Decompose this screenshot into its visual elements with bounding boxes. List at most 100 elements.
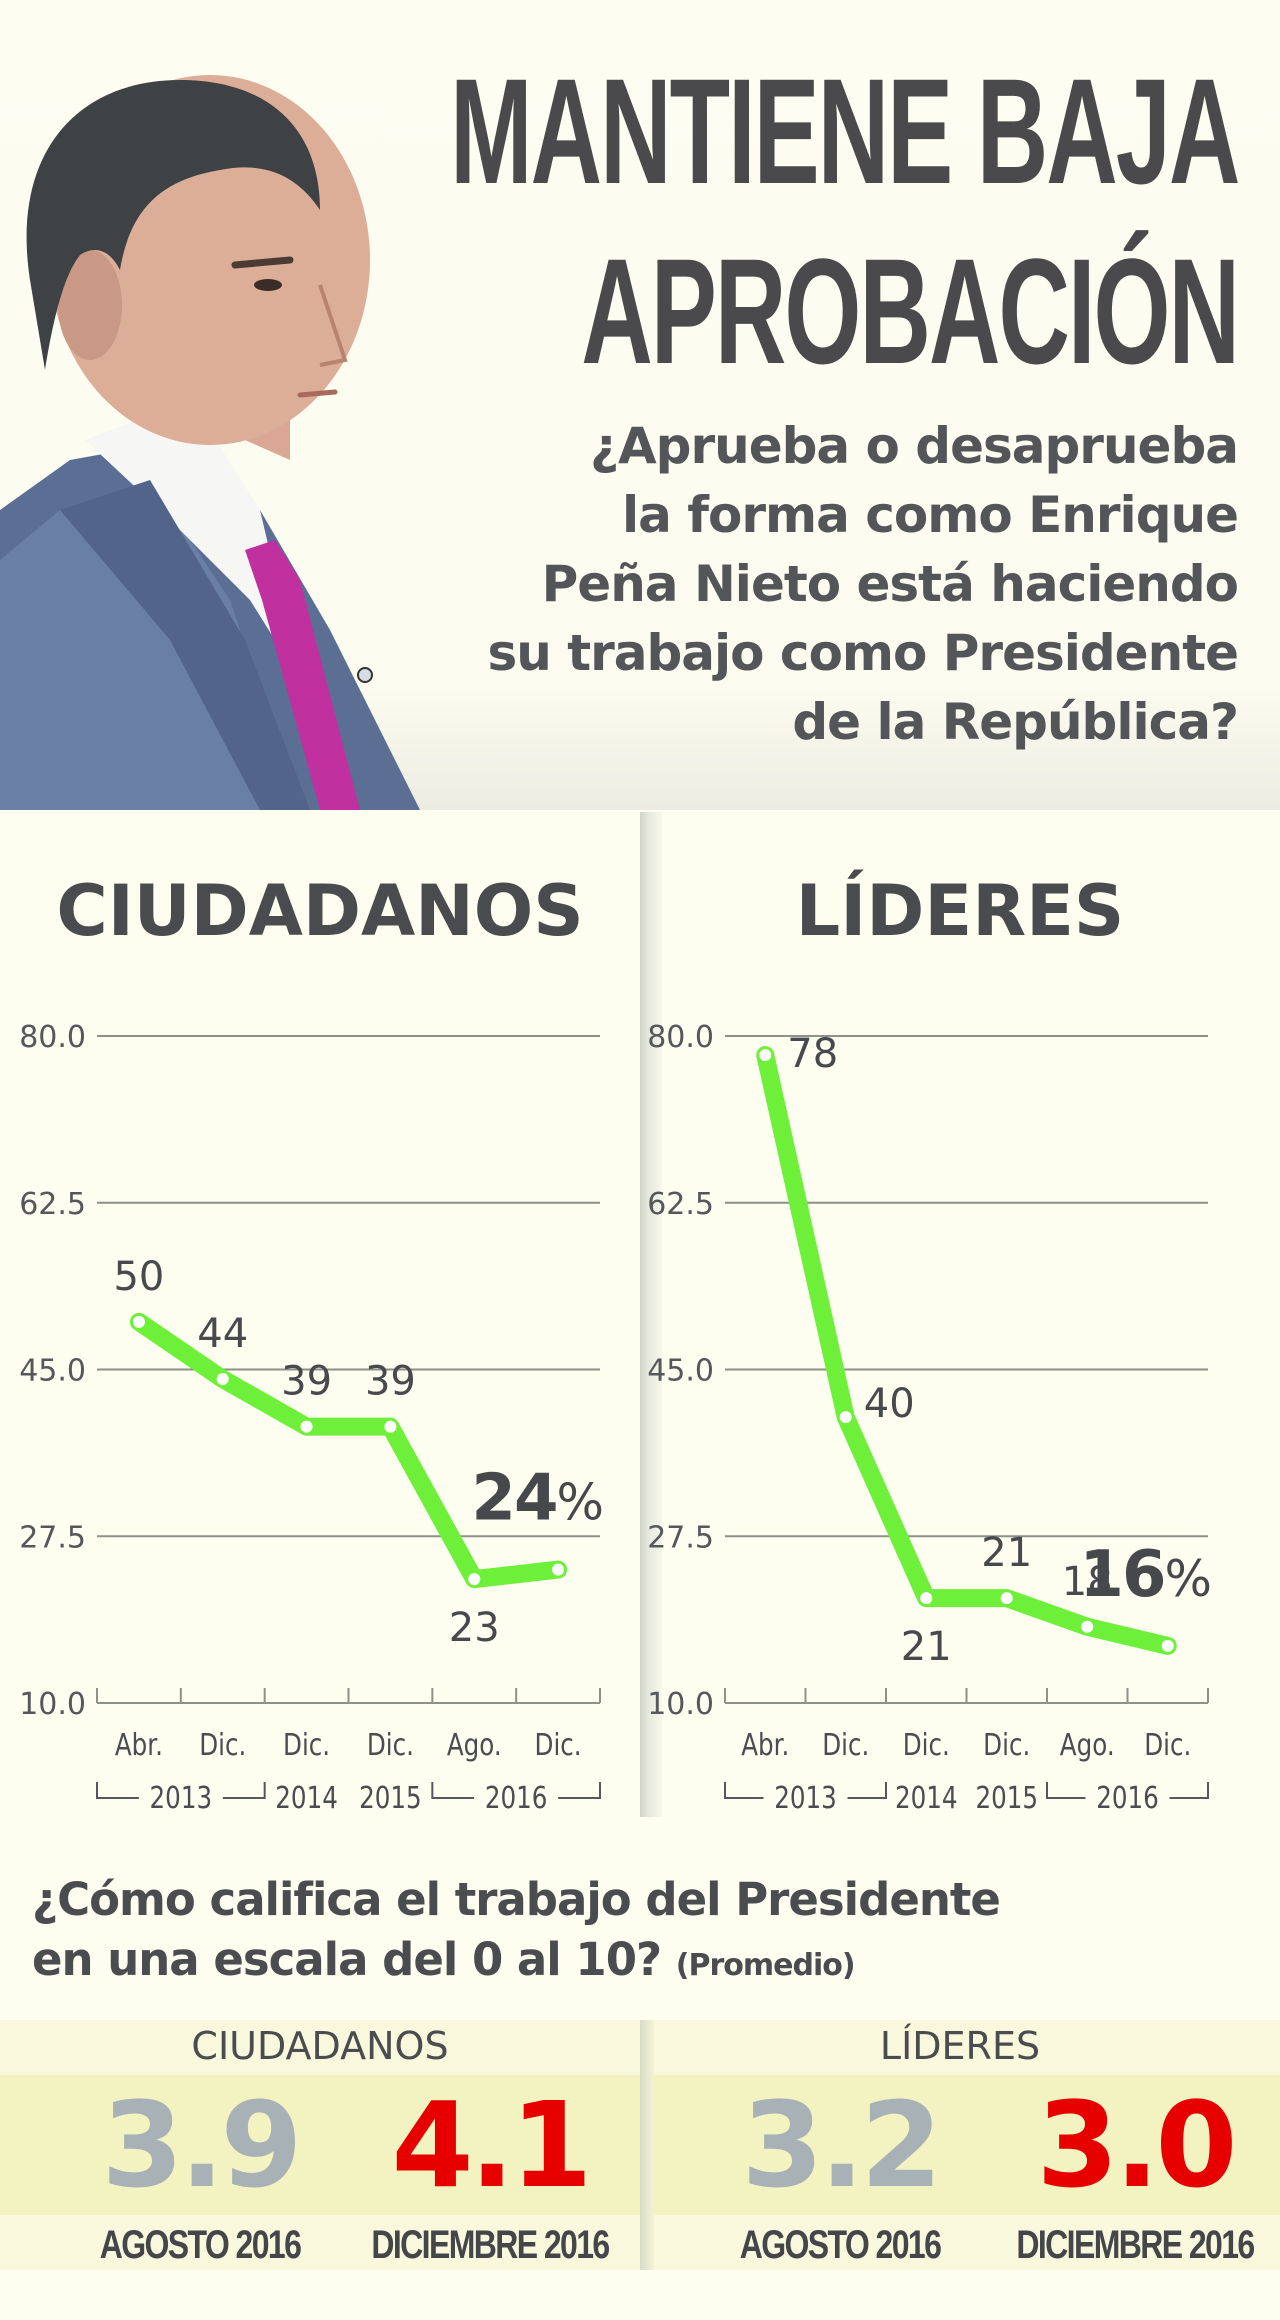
x-tick-label: Abr. <box>115 1729 163 1763</box>
question-line: su trabajo como Presidente <box>487 624 1239 682</box>
data-label: 78 <box>787 1031 838 1077</box>
score-ciudadanos-previous: 3.9 <box>101 2076 302 2214</box>
y-tick-label: 45.0 <box>647 1354 714 1389</box>
score-divider <box>640 2020 654 2270</box>
highlight-value: 24% <box>471 1462 602 1536</box>
score-lideres-previous: 3.2 <box>741 2076 942 2214</box>
year-label: 2016 <box>1096 1782 1159 1815</box>
y-tick-label: 27.5 <box>647 1520 714 1555</box>
y-tick-label: 80.0 <box>647 1020 714 1055</box>
data-label: 21 <box>901 1624 952 1670</box>
x-tick-label: Dic. <box>822 1729 869 1763</box>
y-tick-label: 45.0 <box>19 1354 86 1389</box>
y-tick-label: 80.0 <box>19 1020 86 1055</box>
year-bracket <box>558 1782 601 1799</box>
question-line: de la República? <box>792 693 1239 751</box>
data-point <box>920 1592 933 1605</box>
question-line: la forma como Enrique <box>622 486 1239 544</box>
score-date-lideres-previous: AGOSTO 2016 <box>739 2223 942 2267</box>
y-tick-label: 10.0 <box>19 1687 86 1722</box>
rating-question: ¿Cómo califica el trabajo del Presidente… <box>32 1870 1001 1996</box>
data-point <box>1081 1620 1094 1633</box>
highlight-percent-sign: % <box>1164 1550 1210 1608</box>
data-point <box>839 1411 852 1424</box>
year-bracket <box>724 1782 764 1799</box>
y-tick-label: 10.0 <box>647 1687 714 1722</box>
x-tick-label: Dic. <box>1144 1729 1191 1763</box>
year-label: 2013 <box>150 1782 213 1815</box>
data-point <box>468 1573 481 1586</box>
score-group-label-ciudadanos: CIUDADANOS <box>191 2024 449 2068</box>
headline-line-2: APROBACIÓN <box>581 227 1240 395</box>
data-label: 21 <box>981 1530 1032 1576</box>
score-date-lideres-current: DICIEMBRE 2016 <box>1016 2223 1255 2267</box>
data-point <box>759 1049 772 1062</box>
highlight-number: 24 <box>471 1462 556 1536</box>
y-tick-label: 27.5 <box>19 1520 86 1555</box>
data-label: 40 <box>864 1381 915 1427</box>
question-line: Peña Nieto está haciendo <box>541 555 1239 613</box>
score-group-label-lideres: LÍDERES <box>879 2024 1041 2068</box>
headline-line-1: MANTIENE BAJA <box>449 47 1240 215</box>
year-bracket <box>431 1782 475 1799</box>
data-point <box>1000 1592 1013 1605</box>
year-label: 2014 <box>275 1782 338 1815</box>
year-bracket <box>96 1782 139 1799</box>
x-tick-label: Dic. <box>983 1729 1030 1763</box>
x-tick-label: Dic. <box>535 1729 582 1763</box>
rating-question-line-1: ¿Cómo califica el trabajo del Presidente <box>32 1873 1001 1926</box>
data-point <box>300 1420 313 1433</box>
line-chart-ciudadanos: 80.0 62.5 45.0 27.5 10.0 Abr. Dic. Dic. Dic. Ago.… <box>19 1020 604 1815</box>
year-label: 2013 <box>774 1782 837 1815</box>
rating-question-line-2-text: en una escala del 0 al 10? <box>32 1933 662 1986</box>
x-tick-label: Ago. <box>1060 1729 1115 1763</box>
x-tick-label: Dic. <box>903 1729 950 1763</box>
data-point <box>216 1373 229 1386</box>
approval-question: ¿Aprueba o desaprueba la forma como Enri… <box>478 412 1239 757</box>
year-label: 2015 <box>975 1782 1038 1815</box>
data-label: 23 <box>449 1605 500 1651</box>
rating-question-note: (Promedio) <box>675 1948 856 1983</box>
score-date-ciudadanos-current: DICIEMBRE 2016 <box>371 2223 610 2267</box>
year-bracket <box>1169 1782 1209 1799</box>
data-label: 50 <box>113 1254 164 1300</box>
rating-scores: CIUDADANOS 3.9 4.1 AGOSTO 2016 DICIEMBRE… <box>0 2020 1280 2270</box>
y-tick-label: 62.5 <box>647 1187 714 1222</box>
highlight-number: 16 <box>1079 1538 1164 1612</box>
portrait-photo <box>0 75 420 810</box>
year-bracket <box>1046 1782 1086 1799</box>
data-label: 18 <box>1062 1559 1113 1605</box>
x-tick-label: Dic. <box>367 1729 414 1763</box>
data-line <box>756 1046 1177 1655</box>
data-line <box>129 1312 568 1589</box>
chart-title: CIUDADANOS <box>56 870 584 952</box>
data-label: 39 <box>281 1359 332 1405</box>
data-point <box>384 1420 397 1433</box>
year-bracket <box>222 1782 266 1799</box>
data-point <box>1161 1639 1174 1652</box>
data-label: 44 <box>197 1311 248 1357</box>
data-point <box>552 1563 565 1576</box>
question-line: ¿Aprueba o desaprueba <box>589 417 1239 475</box>
chart-panel-ciudadanos: CIUDADANOS 80.0 62.5 45.0 27.5 10.0 Abr. Dic. D… <box>0 810 640 1815</box>
data-point <box>132 1315 145 1328</box>
x-tick-label: Dic. <box>199 1729 246 1763</box>
x-tick-label: Ago. <box>447 1729 502 1763</box>
x-tick-label: Dic. <box>283 1729 330 1763</box>
header: MANTIENE BAJA APROBACIÓN ¿Aprueba o desa… <box>0 0 1280 810</box>
year-bracket <box>847 1782 887 1799</box>
score-ciudadanos-current: 4.1 <box>391 2076 592 2214</box>
year-label: 2015 <box>359 1782 422 1815</box>
year-label: 2016 <box>485 1782 548 1815</box>
rating-question-line-2: en una escala del 0 al 10? (Promedio) <box>32 1930 1000 1996</box>
x-tick-label: Abr. <box>741 1729 789 1763</box>
highlight-percent-sign: % <box>556 1474 602 1532</box>
panel-divider <box>640 812 662 1817</box>
chart-panel-lideres: LÍDERES 80.0 62.5 45.0 27.5 10.0 Abr. Dic. Dic.… <box>640 810 1280 1815</box>
year-label: 2014 <box>895 1782 958 1815</box>
y-tick-label: 62.5 <box>19 1187 86 1222</box>
score-date-ciudadanos-previous: AGOSTO 2016 <box>99 2223 302 2267</box>
line-chart-lideres: 80.0 62.5 45.0 27.5 10.0 Abr. Dic. Dic. Dic. Ago.… <box>647 1020 1212 1815</box>
score-lideres-current: 3.0 <box>1036 2076 1237 2214</box>
highlight-value: 16% <box>1079 1538 1210 1612</box>
